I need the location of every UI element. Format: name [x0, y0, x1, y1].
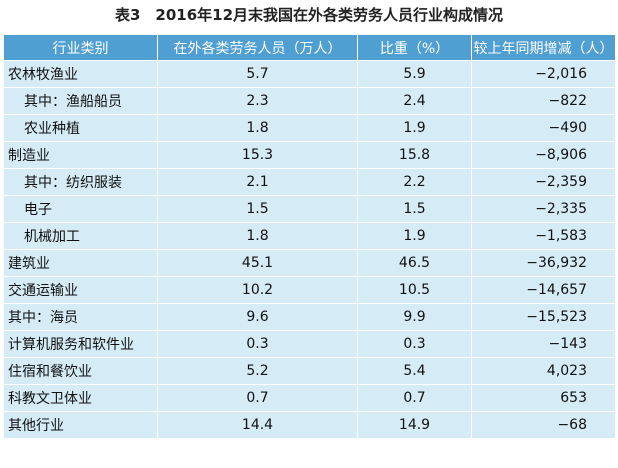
- cell: 5.2: [157, 357, 358, 385]
- header-row: 行业类别 在外各类劳务人员（万人） 比重（%） 较上年同期增减（人）: [3, 34, 616, 61]
- row-label: 农业种植: [3, 114, 158, 142]
- cell: 46.5: [357, 249, 472, 277]
- row-label: 机械加工: [3, 222, 158, 250]
- cell: −14,657: [471, 276, 616, 304]
- table-title: 表3 2016年12月末我国在外各类劳务人员行业构成情况: [114, 6, 504, 24]
- table-row: 建筑业 45.1 46.5 −36,932: [3, 249, 616, 277]
- cell: 15.3: [157, 141, 358, 169]
- cell: 1.5: [357, 195, 472, 223]
- cell: −2,359: [471, 168, 616, 196]
- cell: 1.5: [157, 195, 358, 223]
- cell: 2.2: [357, 168, 472, 196]
- row-label: 其中：纺织服装: [3, 168, 158, 196]
- table-row: 其中：海员 9.6 9.9 −15,523: [3, 303, 616, 331]
- row-label: 计算机服务和软件业: [3, 330, 158, 358]
- cell: 9.6: [157, 303, 358, 331]
- cell: 1.9: [357, 114, 472, 142]
- cell: −143: [471, 330, 616, 358]
- cell: 5.9: [357, 60, 472, 88]
- cell: −68: [471, 411, 616, 439]
- cell: 10.2: [157, 276, 358, 304]
- cell: 2.3: [157, 87, 358, 115]
- table-body: 农林牧渔业 5.7 5.9 −2,016 其中：渔船船员 2.3 2.4 −822 农业种植 1.…: [3, 60, 616, 439]
- cell: 45.1: [157, 249, 358, 277]
- cell: −2,016: [471, 60, 616, 88]
- cell: 0.7: [357, 384, 472, 412]
- table-row: 机械加工 1.8 1.9 −1,583: [3, 222, 616, 250]
- cell: 9.9: [357, 303, 472, 331]
- table-row: 农林牧渔业 5.7 5.9 −2,016: [3, 60, 616, 88]
- cell: 2.4: [357, 87, 472, 115]
- row-label: 科教文卫体业: [3, 384, 158, 412]
- cell: 15.8: [357, 141, 472, 169]
- row-label: 制造业: [3, 141, 158, 169]
- cell: 5.4: [357, 357, 472, 385]
- column-header: 行业类别: [3, 34, 158, 61]
- table-row: 科教文卫体业 0.7 0.7 653: [3, 384, 616, 412]
- table-row: 制造业 15.3 15.8 −8,906: [3, 141, 616, 169]
- row-label: 其中：海员: [3, 303, 158, 331]
- row-label: 其他行业: [3, 411, 158, 439]
- cell: 653: [471, 384, 616, 412]
- row-label: 其中：渔船船员: [3, 87, 158, 115]
- table-row: 交通运输业 10.2 10.5 −14,657: [3, 276, 616, 304]
- cell: 1.8: [157, 114, 358, 142]
- table-row: 其中：纺织服装 2.1 2.2 −2,359: [3, 168, 616, 196]
- row-label: 住宿和餐饮业: [3, 357, 158, 385]
- cell: −8,906: [471, 141, 616, 169]
- cell: 1.9: [357, 222, 472, 250]
- table-row: 住宿和餐饮业 5.2 5.4 4,023: [3, 357, 616, 385]
- cell: 4,023: [471, 357, 616, 385]
- cell: 5.7: [157, 60, 358, 88]
- cell: 2.1: [157, 168, 358, 196]
- cell: −822: [471, 87, 616, 115]
- table-row: 农业种植 1.8 1.9 −490: [3, 114, 616, 142]
- column-header: 比重（%）: [357, 34, 472, 61]
- table-row: 电子 1.5 1.5 −2,335: [3, 195, 616, 223]
- cell: −2,335: [471, 195, 616, 223]
- row-label: 农林牧渔业: [3, 60, 158, 88]
- row-label: 交通运输业: [3, 276, 158, 304]
- column-header: 较上年同期增减（人）: [471, 34, 616, 61]
- cell: 14.9: [357, 411, 472, 439]
- cell: 0.3: [357, 330, 472, 358]
- row-label: 电子: [3, 195, 158, 223]
- cell: 1.8: [157, 222, 358, 250]
- cell: −1,583: [471, 222, 616, 250]
- data-table: 行业类别 在外各类劳务人员（万人） 比重（%） 较上年同期增减（人） 农林牧渔业 5.7…: [3, 34, 616, 439]
- cell: 14.4: [157, 411, 358, 439]
- table-row: 计算机服务和软件业 0.3 0.3 −143: [3, 330, 616, 358]
- cell: 10.5: [357, 276, 472, 304]
- cell: −490: [471, 114, 616, 142]
- table-row: 其他行业 14.4 14.9 −68: [3, 411, 616, 439]
- cell: −36,932: [471, 249, 616, 277]
- cell: −15,523: [471, 303, 616, 331]
- cell: 0.3: [157, 330, 358, 358]
- column-header: 在外各类劳务人员（万人）: [157, 34, 358, 61]
- table-row: 其中：渔船船员 2.3 2.4 −822: [3, 87, 616, 115]
- row-label: 建筑业: [3, 249, 158, 277]
- cell: 0.7: [157, 384, 358, 412]
